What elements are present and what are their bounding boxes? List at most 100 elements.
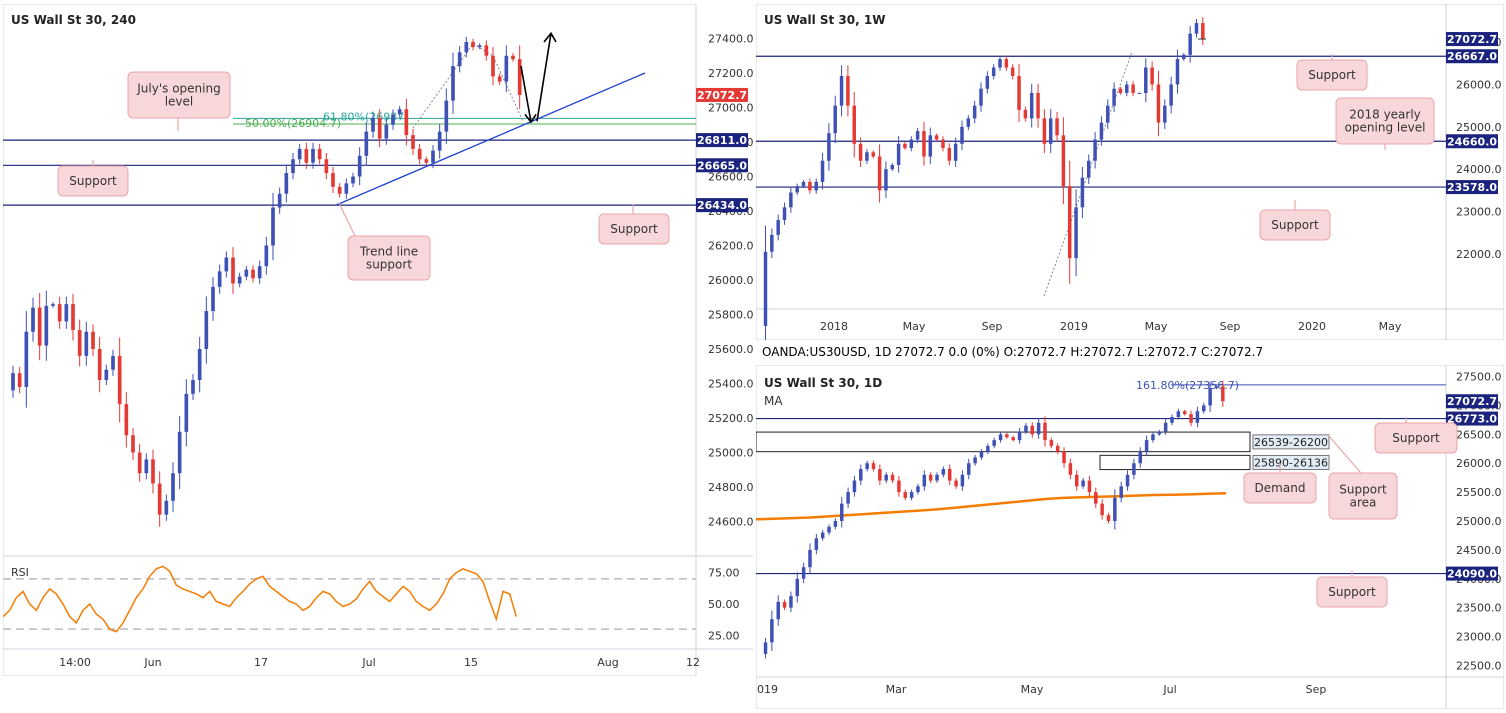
w1-x-tick-label: 2018 xyxy=(820,320,848,333)
weekly-chart-panel[interactable]: US Wall St 30, 1W 22000.0 23000.0 24000.0 25… xyxy=(756,4,1504,340)
h4-rsi-tick-label: 25.00 xyxy=(708,629,740,642)
h4-candle xyxy=(284,173,289,194)
d1-level-tag-label: 26773.0 xyxy=(1447,413,1497,426)
h4-candle xyxy=(331,173,335,187)
d1-candle xyxy=(1087,480,1092,493)
d1-candle xyxy=(770,619,774,643)
h4-down-arrowhead xyxy=(524,113,537,124)
d1-zone-tag-2 xyxy=(1252,454,1330,470)
h4-candle xyxy=(104,369,109,381)
h4-candle xyxy=(124,404,129,436)
w1-y-tick-label: 23000.0 xyxy=(1456,206,1502,219)
d1-callout-demand: Demand xyxy=(1243,463,1317,504)
d1-candle xyxy=(1106,515,1111,521)
w1-candle xyxy=(960,126,964,144)
w1-candle xyxy=(1023,109,1028,119)
h4-callout-july-open-text: July's opening xyxy=(136,82,220,96)
d1-candle xyxy=(998,434,1003,441)
w1-candle xyxy=(1150,67,1154,85)
h4-candle xyxy=(84,331,89,356)
daily-chart-panel[interactable]: US Wall St 30, 1D MA 22500.0 23000.0 23500.0… xyxy=(756,365,1504,709)
d1-candle xyxy=(909,492,914,498)
d1-candle xyxy=(1176,411,1181,417)
d1-candle xyxy=(897,480,901,493)
h4-y-tick-label: 25800.0 xyxy=(708,309,753,322)
d1-candle xyxy=(852,480,857,493)
h4-chart[interactable]: US Wall St 30, 240 24600.0 24800.0 25000.0 2… xyxy=(3,4,753,676)
d1-zone-tag-1-label: 26539-26200 xyxy=(1254,436,1328,449)
w1-candle xyxy=(903,143,907,149)
d1-callout-demand-box xyxy=(1243,472,1317,504)
h4-candle xyxy=(51,304,55,306)
d1-y-tick-label: 25000.0 xyxy=(1456,515,1502,528)
h4-level-tag-label: 26811.0 xyxy=(697,134,747,147)
h4-candle xyxy=(204,311,209,349)
w1-candle xyxy=(1087,160,1091,178)
d1-callout-support-bottom-box xyxy=(1316,576,1388,608)
w1-candle xyxy=(833,105,837,134)
weekly-chart[interactable]: US Wall St 30, 1W 22000.0 23000.0 24000.0 25… xyxy=(756,4,1504,340)
h4-candle xyxy=(504,55,509,82)
d1-candle xyxy=(1182,411,1187,415)
d1-candle xyxy=(1049,440,1054,446)
h4-candle xyxy=(497,76,502,82)
h4-fib-50-label: 50.00%(26904.7) xyxy=(245,117,341,130)
d1-candle xyxy=(1170,417,1174,423)
h4-candle xyxy=(311,148,315,163)
d1-candle xyxy=(960,474,965,487)
w1-y-tick-label: 22000.0 xyxy=(1456,248,1502,261)
w1-candle xyxy=(1169,84,1173,106)
w1-x-tick-label: May xyxy=(903,320,926,333)
h4-frame xyxy=(3,4,697,676)
h4-rsi-label: RSI xyxy=(11,566,29,579)
d1-candle xyxy=(973,457,977,464)
d1-callout-support-bottom: Support xyxy=(1316,571,1388,608)
h4-chart-panel[interactable]: US Wall St 30, 240 24600.0 24800.0 25000.0 2… xyxy=(3,4,753,676)
d1-candle xyxy=(1214,386,1219,389)
d1-candle xyxy=(1119,486,1123,498)
d1-candle xyxy=(1189,414,1193,423)
d1-support-zone xyxy=(756,431,1251,453)
d1-candle xyxy=(1157,431,1162,435)
h4-level-tag-label: 26434.0 xyxy=(697,199,747,212)
w1-candle xyxy=(763,251,768,326)
d1-candle xyxy=(1036,422,1041,435)
w1-level-tag xyxy=(1446,49,1498,64)
d1-candle xyxy=(1011,437,1015,441)
d1-candle xyxy=(789,596,793,608)
d1-candle xyxy=(1100,503,1104,516)
w1-callout-support-top-text: Support xyxy=(1308,68,1356,82)
h4-callout-trendline-box xyxy=(347,235,431,281)
w1-x-tick-label: May xyxy=(1145,320,1168,333)
d1-last-price-tag xyxy=(1446,394,1498,409)
d1-candle xyxy=(1055,445,1060,452)
d1-candle xyxy=(833,521,838,527)
h4-candle xyxy=(457,52,462,67)
d1-candle xyxy=(922,474,927,487)
w1-candle xyxy=(808,181,812,191)
w1-candle xyxy=(896,143,901,165)
d1-candle xyxy=(1221,386,1225,402)
d1-candle xyxy=(763,642,768,654)
w1-candle xyxy=(1131,84,1135,93)
daily-chart[interactable]: US Wall St 30, 1D MA 22500.0 23000.0 23500.0… xyxy=(756,365,1504,709)
w1-last-price-tag xyxy=(1446,32,1498,47)
w1-candle xyxy=(1112,88,1116,106)
d1-x-tick-label: Sep xyxy=(1306,683,1327,696)
d1-level-tag-label: 24090.0 xyxy=(1447,568,1497,581)
h4-candle xyxy=(491,55,495,77)
w1-candle xyxy=(1106,105,1110,123)
d1-zone-tag-2-label: 25890-26136 xyxy=(1254,456,1328,469)
h4-candle xyxy=(211,286,215,312)
h4-x-tick-label: 15 xyxy=(464,656,478,669)
h4-y-tick-label: 24600.0 xyxy=(708,516,753,529)
d1-candle xyxy=(979,451,984,458)
w1-candle xyxy=(1010,67,1015,77)
d1-level-tag xyxy=(1446,411,1498,426)
h4-level-tag-label: 26665.0 xyxy=(697,159,747,172)
h4-candle xyxy=(444,100,449,132)
w1-x-tick-label: 2020 xyxy=(1298,320,1326,333)
w1-candle xyxy=(827,133,831,161)
h4-callout-trendline-text: support xyxy=(366,258,412,272)
w1-candle xyxy=(1194,23,1199,34)
